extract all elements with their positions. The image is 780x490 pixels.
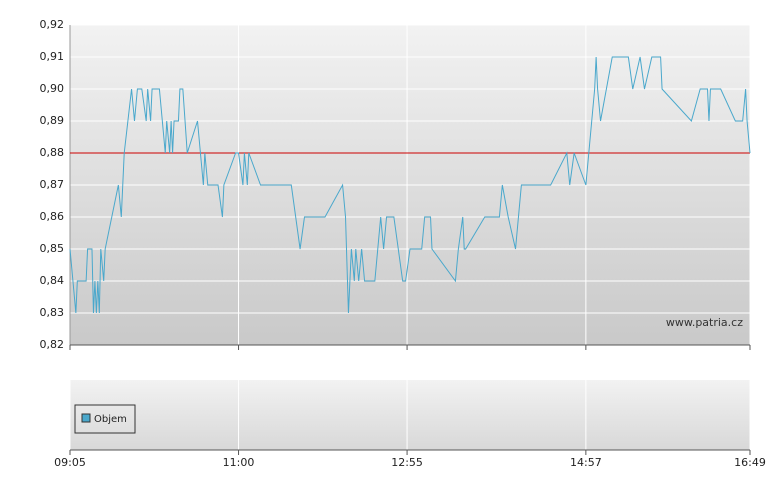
legend-swatch xyxy=(81,413,91,423)
y-tick-label: 0,83 xyxy=(40,306,65,319)
legend-label: Objem xyxy=(94,414,127,425)
price-line xyxy=(69,56,751,314)
y-tick-label: 0,90 xyxy=(40,82,65,95)
x-tick-label: 16:49 xyxy=(734,456,766,469)
y-tick-label: 0,86 xyxy=(40,210,65,223)
y-tick-label: 0,84 xyxy=(40,274,65,287)
y-tick-label: 0,85 xyxy=(40,242,65,255)
volume-area xyxy=(70,380,750,450)
y-tick-label: 0,88 xyxy=(40,146,65,159)
x-tick-label: 14:57 xyxy=(570,456,602,469)
y-tick-label: 0,82 xyxy=(40,338,65,351)
y-tick-label: 0,87 xyxy=(40,178,65,191)
x-tick-label: 12:55 xyxy=(391,456,423,469)
y-tick-label: 0,89 xyxy=(40,114,65,127)
legend-box xyxy=(74,404,136,434)
watermark: www.patria.cz xyxy=(666,316,743,329)
x-tick-label: 09:05 xyxy=(54,456,86,469)
legend: Objem xyxy=(74,404,136,434)
x-tick-label: 11:00 xyxy=(223,456,255,469)
y-tick-label: 0,91 xyxy=(40,50,65,63)
y-tick-label: 0,92 xyxy=(40,18,65,31)
